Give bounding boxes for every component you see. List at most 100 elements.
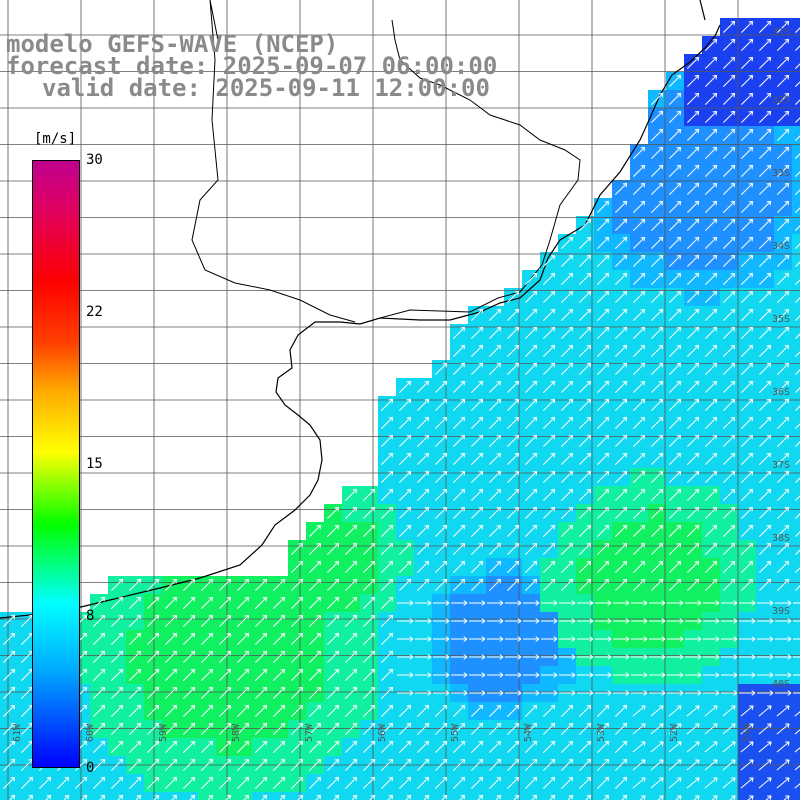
wind-arrow	[686, 470, 700, 484]
wind-arrow	[794, 315, 800, 322]
wind-arrow	[344, 668, 358, 682]
wind-arrow	[794, 459, 800, 466]
wind-arrow	[657, 795, 664, 800]
wind-arrow	[686, 416, 700, 430]
wind-arrow	[794, 225, 800, 232]
wind-cell	[612, 792, 630, 800]
wind-arrow	[650, 723, 664, 735]
wind-arrow	[596, 416, 610, 430]
wind-arrow	[362, 776, 376, 790]
wind-arrow	[541, 672, 558, 678]
wind-arrow	[487, 636, 504, 642]
wind-arrow	[416, 416, 430, 430]
wind-arrow	[686, 326, 700, 340]
wind-arrow	[506, 380, 520, 394]
wind-arrow	[315, 794, 322, 800]
wind-arrow	[614, 200, 628, 214]
wind-arrow	[776, 236, 790, 250]
wind-arrow	[225, 794, 232, 800]
wind-arrow	[793, 638, 800, 640]
wind-arrow	[650, 488, 664, 502]
wind-arrow	[505, 672, 522, 678]
wind-arrow	[686, 524, 700, 538]
wind-cell	[792, 324, 800, 342]
wind-arrow	[487, 654, 504, 660]
wind-arrow	[650, 236, 664, 250]
wind-cell	[792, 450, 800, 468]
wind-arrow	[344, 560, 358, 574]
wind-arrow	[362, 524, 376, 538]
wind-arrow	[614, 434, 628, 448]
wind-arrow	[722, 236, 736, 250]
wind-arrow	[668, 236, 682, 250]
wind-cell	[792, 720, 800, 738]
wind-arrow	[596, 200, 610, 214]
wind-cell	[792, 306, 800, 324]
wind-arrow	[794, 711, 800, 717]
wind-arrow	[200, 614, 214, 628]
wind-arrow	[596, 470, 610, 484]
wind-arrow	[578, 416, 592, 430]
wind-cell	[792, 252, 800, 270]
wind-arrow	[182, 740, 196, 754]
wind-arrow	[153, 794, 160, 800]
wind-arrow	[740, 488, 754, 502]
wind-arrow	[110, 740, 124, 754]
colorbar-tick-30: 30	[86, 152, 103, 168]
wind-arrow	[189, 794, 196, 800]
wind-arrow	[704, 200, 718, 214]
wind-arrow	[614, 236, 628, 250]
wind-arrow	[632, 200, 646, 214]
wind-arrow	[614, 542, 628, 556]
lat-label: 36S	[772, 387, 791, 398]
wind-arrow	[775, 636, 792, 642]
wind-arrow	[596, 506, 610, 520]
wind-arrow	[758, 741, 772, 753]
wind-arrow	[182, 668, 196, 682]
wind-arrow	[182, 650, 196, 664]
wind-arrow	[506, 488, 520, 502]
wind-arrow	[308, 614, 322, 628]
wind-arrow	[776, 344, 790, 358]
wind-arrow	[668, 326, 682, 340]
wind-arrow	[290, 596, 304, 610]
wind-arrow	[740, 416, 754, 430]
wind-cell	[792, 90, 800, 108]
wind-arrow	[667, 600, 684, 606]
wind-arrow	[578, 380, 592, 394]
title-forecast-date: forecast date: 2025-09-07 06:00:00	[6, 52, 498, 80]
wind-arrow	[632, 164, 646, 178]
wind-arrow	[578, 452, 592, 466]
wind-arrow	[722, 128, 736, 142]
wind-arrow	[704, 705, 718, 717]
wind-arrow	[722, 56, 736, 70]
wind-arrow	[541, 618, 558, 624]
wind-arrow	[740, 182, 754, 196]
wind-arrow	[397, 618, 414, 624]
wind-arrow	[650, 290, 664, 304]
wind-cell	[360, 792, 378, 800]
wind-arrow	[578, 398, 592, 412]
wind-arrow	[632, 723, 646, 735]
wind-arrow	[200, 686, 214, 700]
wind-cell	[774, 792, 792, 800]
wind-arrow	[2, 722, 16, 736]
wind-arrow	[614, 254, 628, 268]
wind-arrow	[740, 74, 754, 88]
wind-arrow	[452, 398, 466, 412]
wind-arrow	[794, 477, 800, 484]
wind-arrow	[110, 722, 124, 736]
wind-arrow	[776, 164, 790, 178]
wind-arrow	[470, 326, 484, 340]
wind-arrow	[703, 690, 720, 696]
wind-arrow	[668, 344, 682, 358]
wind-arrow	[794, 171, 800, 178]
wind-arrow	[721, 690, 738, 696]
wind-arrow	[459, 794, 466, 800]
wind-arrow	[380, 560, 394, 574]
wind-arrow	[506, 362, 520, 376]
wind-arrow	[441, 794, 448, 800]
wind-arrow	[542, 380, 556, 394]
wind-arrow	[596, 758, 610, 772]
wind-arrow	[524, 362, 538, 376]
